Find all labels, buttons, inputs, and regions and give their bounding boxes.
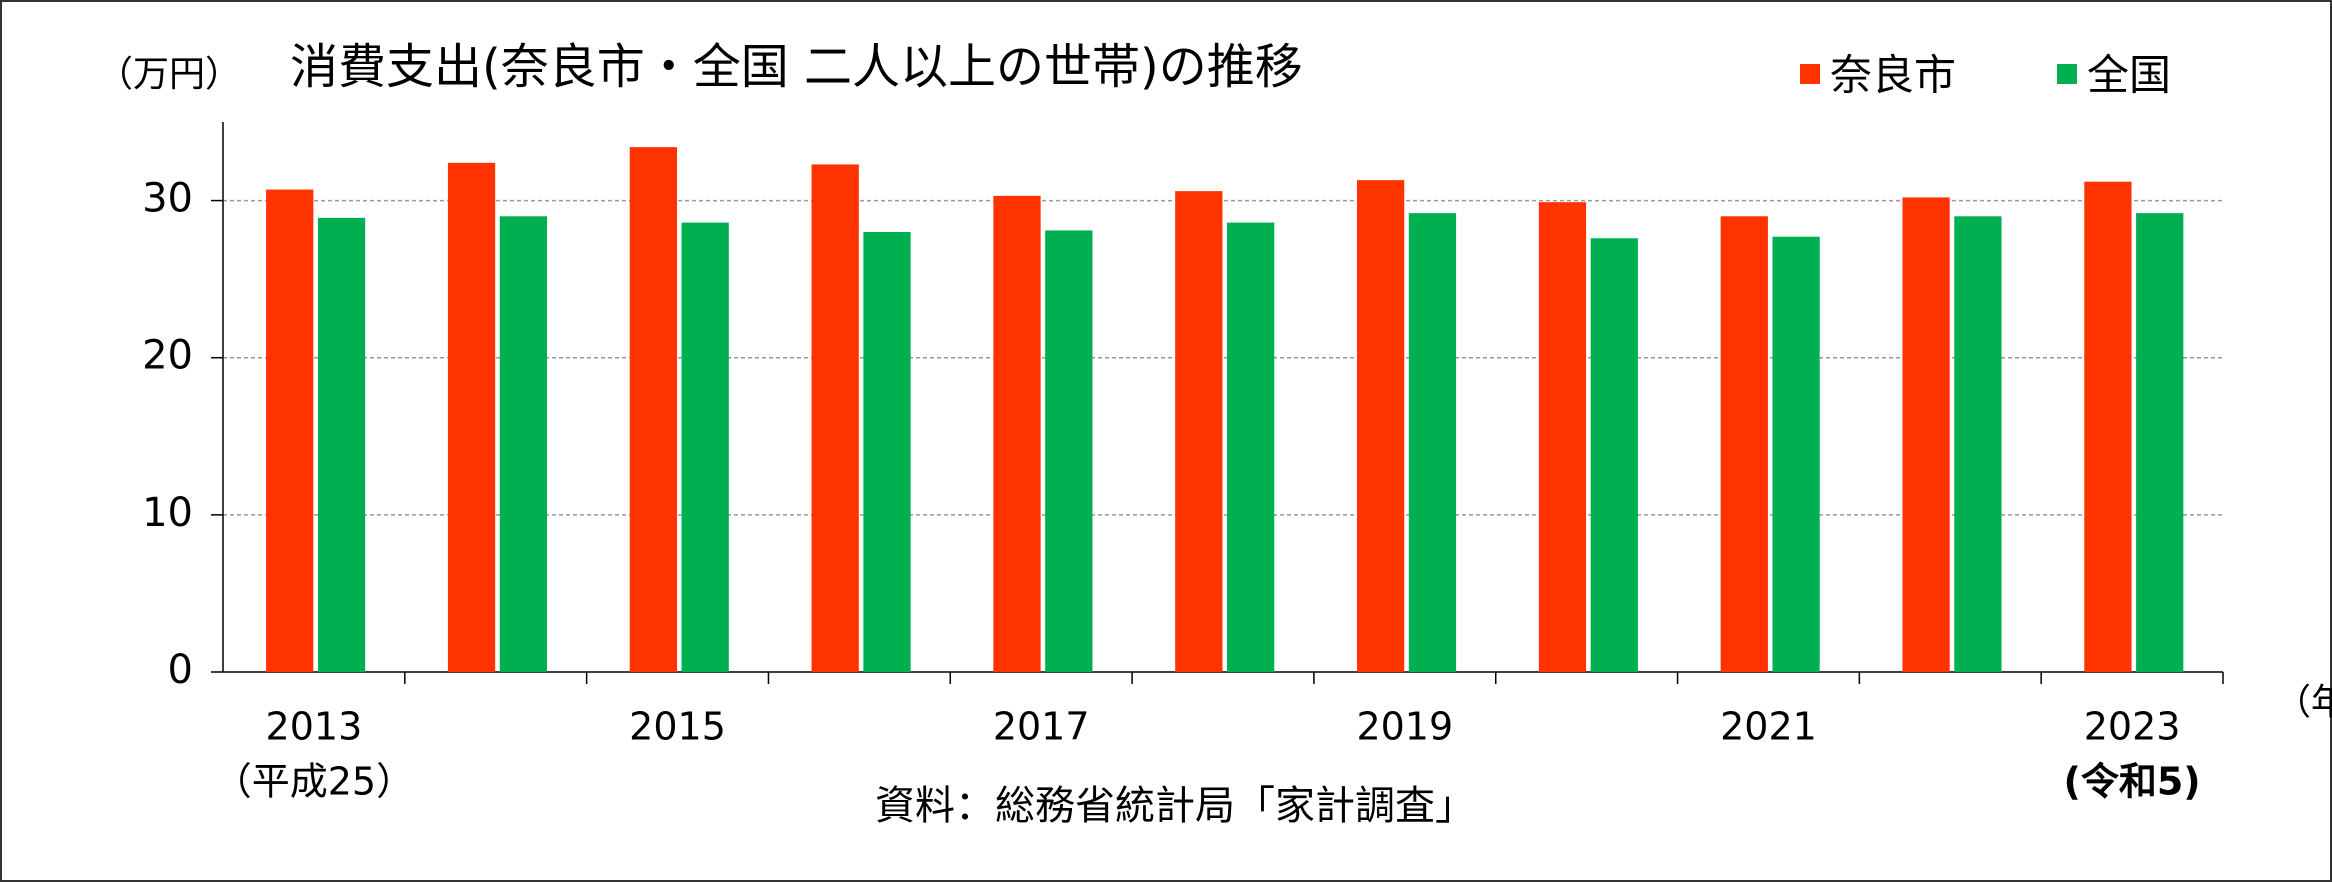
bar [1357, 180, 1405, 672]
bar [447, 162, 496, 672]
x-tick-label: 2021 [1720, 705, 1817, 749]
x-tick-label: 2019 [1356, 705, 1453, 749]
bar [1175, 191, 1223, 672]
bar [681, 222, 729, 673]
x-tick-label: 2023 [2084, 705, 2181, 749]
legend-swatch [2057, 64, 2077, 84]
bar [1538, 202, 1587, 672]
source: 資料：総務省統計局「家計調査」 [875, 783, 1475, 829]
bar [2136, 213, 2184, 672]
y-tick-label: 20 [142, 333, 193, 379]
x-tick-label: 2015 [629, 705, 726, 749]
bar [266, 189, 314, 673]
bar [1902, 197, 1950, 672]
bar [1590, 238, 1638, 673]
bar [1408, 213, 1457, 672]
bar [811, 164, 859, 672]
legend-label: 全国 [2087, 51, 2171, 100]
x-tick-label: 2013 [266, 705, 363, 749]
bar [1954, 216, 2002, 673]
bar [1772, 236, 1820, 672]
bar [1720, 216, 1768, 673]
y-unit: （万円） [97, 54, 241, 95]
y-tick-label: 10 [142, 490, 193, 536]
bar [499, 216, 547, 673]
x-sublabel: (令和5) [2063, 760, 2200, 804]
legend-label: 奈良市 [1830, 51, 1956, 100]
x-sublabel: （平成25） [214, 760, 414, 804]
bar [2084, 181, 2132, 672]
bar [1045, 230, 1093, 672]
x-unit: （年） [2275, 682, 2332, 723]
legend-swatch [1800, 64, 1820, 84]
x-tick-label: 2017 [993, 705, 1090, 749]
bar [629, 147, 677, 673]
bar [993, 195, 1041, 672]
bar [863, 232, 911, 672]
bar [1227, 222, 1275, 673]
y-tick-label: 0 [168, 647, 193, 693]
bar [317, 217, 366, 672]
y-tick-label: 30 [142, 176, 193, 222]
chart-title: 消費支出(奈良市・全国 二人以上の世帯)の推移 [290, 39, 1303, 95]
